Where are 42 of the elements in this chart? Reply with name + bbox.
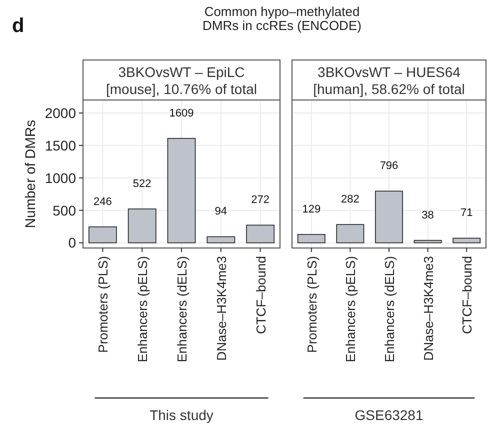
data-label: 522 <box>132 178 152 190</box>
data-label: 71 <box>460 207 473 220</box>
x-axis-title: GSE63281 <box>354 407 424 423</box>
data-label: 129 <box>302 203 321 216</box>
x-tick-label: Enhancers (pELS) <box>343 256 358 362</box>
data-label: 272 <box>251 194 270 206</box>
x-tick-label: DNase–H3K4me3 <box>214 256 229 361</box>
bar <box>297 234 326 244</box>
bar <box>452 238 481 244</box>
x-tick-label: Enhancers (pELS) <box>135 256 150 362</box>
x-tick-label: DNase–H3K4me3 <box>420 256 436 361</box>
y-tick-label: 500 <box>52 202 76 218</box>
x-axis-title: This study <box>150 407 214 423</box>
bar <box>206 236 236 244</box>
chart-title: 3BKOvsWT – HUES64 [human], 58.62% of total <box>313 64 465 97</box>
bar <box>414 240 442 244</box>
bar <box>88 226 117 244</box>
data-label: 94 <box>214 206 228 218</box>
y-tick-label: 1000 <box>44 170 76 186</box>
bar <box>128 208 156 244</box>
x-tick-label: Enhancers (dELS) <box>174 256 190 362</box>
x-tick-label: CTCF–bound <box>460 256 475 334</box>
bar <box>336 224 364 244</box>
bar <box>167 138 196 244</box>
bar <box>246 224 274 244</box>
y-tick-label: 2000 <box>44 104 76 121</box>
x-tick-label: Promoters (PLS) <box>96 256 111 353</box>
x-tick-label: Enhancers (dELS) <box>382 256 397 362</box>
data-label: 282 <box>341 194 360 206</box>
data-label: 796 <box>380 160 398 172</box>
y-tick-label: 0 <box>68 234 76 251</box>
y-tick-label: 1500 <box>44 137 76 154</box>
x-tick-label: CTCF–bound <box>253 256 268 334</box>
x-tick-label: Promoters (PLS) <box>304 256 320 353</box>
text: d <box>12 15 24 37</box>
bar <box>375 190 403 244</box>
data-label: 38 <box>422 209 434 222</box>
chart-title: 3BKOvsWT – EpiLC [mouse], 10.76% of total <box>106 64 257 97</box>
y-axis-title: Number of DMRs <box>22 120 38 228</box>
data-label: 246 <box>94 196 112 208</box>
text: Common hypo–methylated DMRs in ccREs (ENCODE) <box>202 4 362 33</box>
data-label: 1609 <box>169 107 194 120</box>
